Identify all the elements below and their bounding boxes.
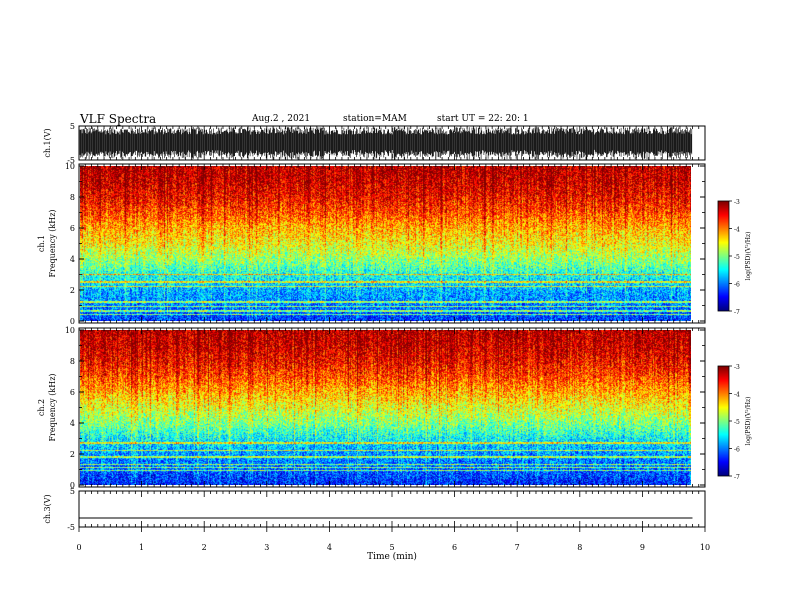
ch2-spectrogram-ytick-label: 10 <box>65 326 75 335</box>
ch1-spectrogram-colorbar-tick-label: -7 <box>734 309 740 316</box>
xtick-label: 1 <box>139 543 144 552</box>
ch2-spectrogram-colorbar-tick-label: -3 <box>734 364 740 371</box>
ch2-spectrogram-ytick-label: 0 <box>70 481 75 490</box>
ch1-spectrogram-ytick-label: 4 <box>70 255 75 264</box>
ch2-spectrogram-ytick-label: 2 <box>70 450 75 459</box>
ch2-spectrogram-colorbar-tick-label: -5 <box>734 419 740 426</box>
ch3-ytick-label: 5 <box>70 487 75 496</box>
xtick-label: 7 <box>515 543 520 552</box>
ch1-spectrogram-frame <box>78 163 706 324</box>
chart-title: VLF Spectra <box>80 112 157 126</box>
xtick-label: 9 <box>640 543 645 552</box>
ch2-colorbar-image <box>718 366 729 476</box>
xtick-label: 0 <box>76 543 81 552</box>
ch1-spectrogram-image <box>80 166 691 321</box>
xtick-label: 3 <box>264 543 269 552</box>
ch1-spectrogram-colorbar-label: log(PSD)(V²/Hz) <box>745 232 752 281</box>
ch2-spectrogram-ytick-label: 4 <box>70 419 75 428</box>
ch2-spectrogram-colorbar-label: log(PSD)(V²/Hz) <box>745 397 752 446</box>
ch1-spectrogram-ytick-label: 6 <box>70 224 75 233</box>
xtick-label: 8 <box>577 543 582 552</box>
ch1-waveform-trace <box>79 127 693 161</box>
ch1-spectrogram-colorbar-tick-label: -6 <box>734 282 740 289</box>
ch1-spectrogram-freq-label: Frequency (kHz) <box>48 209 57 277</box>
ch3-ytick-label: -5 <box>67 523 75 532</box>
station-label: station=MAM <box>343 114 407 124</box>
ch3-waveform-ylabel: ch.3(V) <box>43 494 52 523</box>
ch1-colorbar-image <box>718 201 729 311</box>
ch1-spectrogram-channel-label: ch.1 <box>37 235 46 252</box>
ch1-spectrogram-ytick-label: 8 <box>70 193 75 202</box>
xtick-label: 4 <box>327 543 332 552</box>
ch2-spectrogram-image <box>80 330 691 485</box>
start-time-label: start UT = 22: 20: 1 <box>437 114 529 124</box>
ch1-ytick-label: 5 <box>70 122 75 131</box>
ch1-spectrogram-ytick-label: 0 <box>70 317 75 326</box>
ch1-spectrogram-colorbar-tick-label: -3 <box>734 199 740 206</box>
ch1-spectrogram-ytick-label: 2 <box>70 286 75 295</box>
xtick-label: 5 <box>389 543 394 552</box>
ch2-spectrogram-channel-label: ch.2 <box>37 399 46 416</box>
ch1-spectrogram-colorbar-tick-label: -4 <box>734 227 740 234</box>
ch2-spectrogram-colorbar-tick-label: -4 <box>734 392 740 399</box>
ch1-spectrogram-colorbar-tick-label: -5 <box>734 254 740 261</box>
ch1-spectrogram-ytick-label: 10 <box>65 162 75 171</box>
ch2-spectrogram-ytick-label: 8 <box>70 357 75 366</box>
xtick-label: 6 <box>452 543 457 552</box>
ch2-spectrogram-frame <box>78 327 706 488</box>
xtick-label: 10 <box>700 543 710 552</box>
ch2-spectrogram-colorbar-frame <box>717 365 730 477</box>
ch2-spectrogram-colorbar-tick-label: -7 <box>734 474 740 481</box>
xaxis-label: Time (min) <box>367 551 417 562</box>
ch2-spectrogram-freq-label: Frequency (kHz) <box>48 373 57 441</box>
ch1-spectrogram-colorbar-frame <box>717 200 730 312</box>
xtick-label: 2 <box>202 543 207 552</box>
ch2-spectrogram-colorbar-tick-label: -6 <box>734 447 740 454</box>
ch1-ytick-label: -5 <box>67 156 75 165</box>
date-label: Aug.2 , 2021 <box>252 114 311 124</box>
ch1-waveform-ylabel: ch.1(V) <box>43 128 52 157</box>
ch2-spectrogram-ytick-label: 6 <box>70 388 75 397</box>
